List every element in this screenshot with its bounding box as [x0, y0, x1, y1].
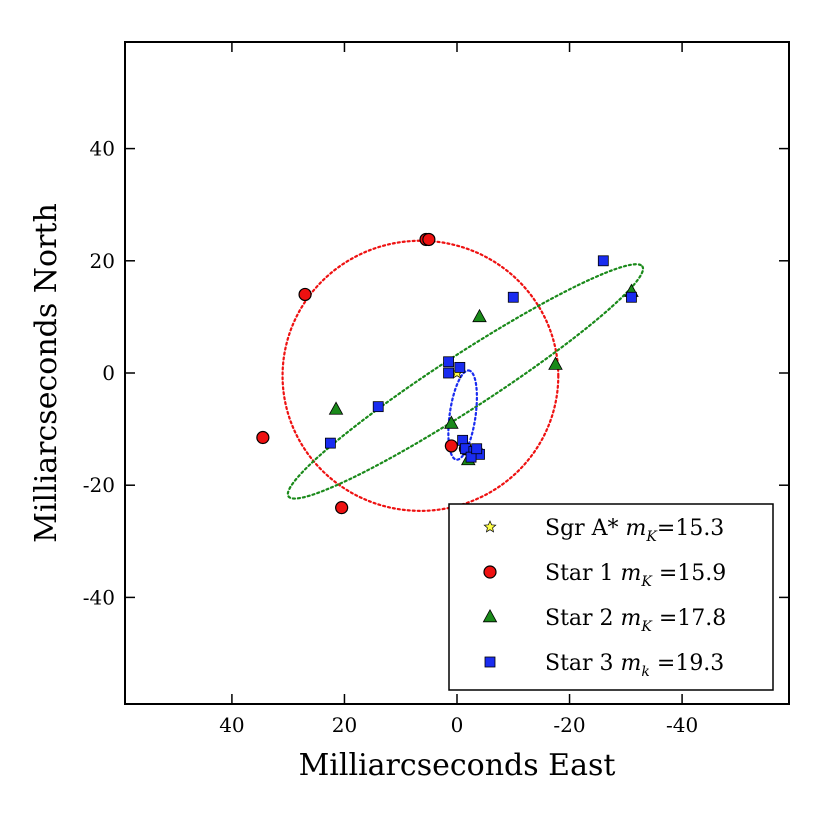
point-star-3-1: [597, 255, 609, 267]
point-star-1-5: [335, 501, 349, 515]
point-star-3-3: [507, 291, 519, 303]
point-star-3-7: [372, 401, 384, 413]
legend-label-2: Star 1 mK =15.9: [545, 561, 726, 590]
orbits-layer: [281, 239, 645, 512]
x-tick-label: -20: [553, 713, 585, 737]
legend-label-4: Star 3 mk =19.3: [545, 651, 724, 680]
y-tick-labels: 40 20 0 -20 -40: [83, 137, 115, 610]
point-star-1-6: [444, 439, 458, 453]
legend-marker-4: [484, 656, 496, 668]
x-tick-labels: 40 20 0 -20 -40: [219, 713, 698, 737]
y-tick-label: 40: [90, 137, 115, 161]
point-star-1-4: [422, 232, 436, 247]
point-star-1-2: [298, 287, 312, 302]
y-axis-label: Milliarcseconds North: [29, 203, 64, 543]
y-tick-label: -40: [83, 585, 115, 609]
orbit-1: [281, 239, 560, 512]
point-star-1-1: [256, 430, 270, 445]
point-star-3-13: [465, 451, 477, 463]
x-axis-label: Milliarcseconds East: [299, 748, 616, 783]
legend: Sgr A* mK=15.3 Star 1 mK =15.9 Star 2 mK =…: [448, 503, 774, 691]
point-star-3-2: [626, 291, 637, 303]
point-star-2-3: [472, 308, 487, 323]
point-star-3-5: [443, 367, 454, 379]
point-star-2-5: [444, 415, 459, 429]
legend-frame: [448, 503, 774, 691]
ticks-layer: [125, 42, 789, 704]
legend-label-1: Sgr A* mK=15.3: [545, 516, 724, 545]
y-tick-label: -20: [83, 473, 115, 497]
x-tick-label: -40: [666, 713, 698, 737]
legend-marker-2: [483, 565, 497, 579]
y-tick-label: 0: [102, 361, 115, 385]
point-star-3-14: [471, 443, 483, 455]
point-star-2-4: [328, 401, 344, 415]
legend-marker-1: [483, 520, 497, 533]
x-tick-label: 40: [219, 713, 244, 737]
orbit-3: [447, 369, 478, 461]
points-layer: [256, 232, 639, 515]
point-star-3-4: [443, 356, 454, 368]
legend-label-3: Star 2 mK =17.8: [545, 606, 726, 635]
point-star-2-2: [548, 356, 563, 370]
x-tick-label: 20: [332, 713, 357, 737]
x-tick-label: 0: [451, 713, 464, 737]
y-tick-label: 20: [90, 249, 115, 273]
legend-marker-3: [482, 608, 498, 623]
point-star-3-6: [454, 361, 466, 373]
point-star-3-8: [324, 437, 336, 449]
